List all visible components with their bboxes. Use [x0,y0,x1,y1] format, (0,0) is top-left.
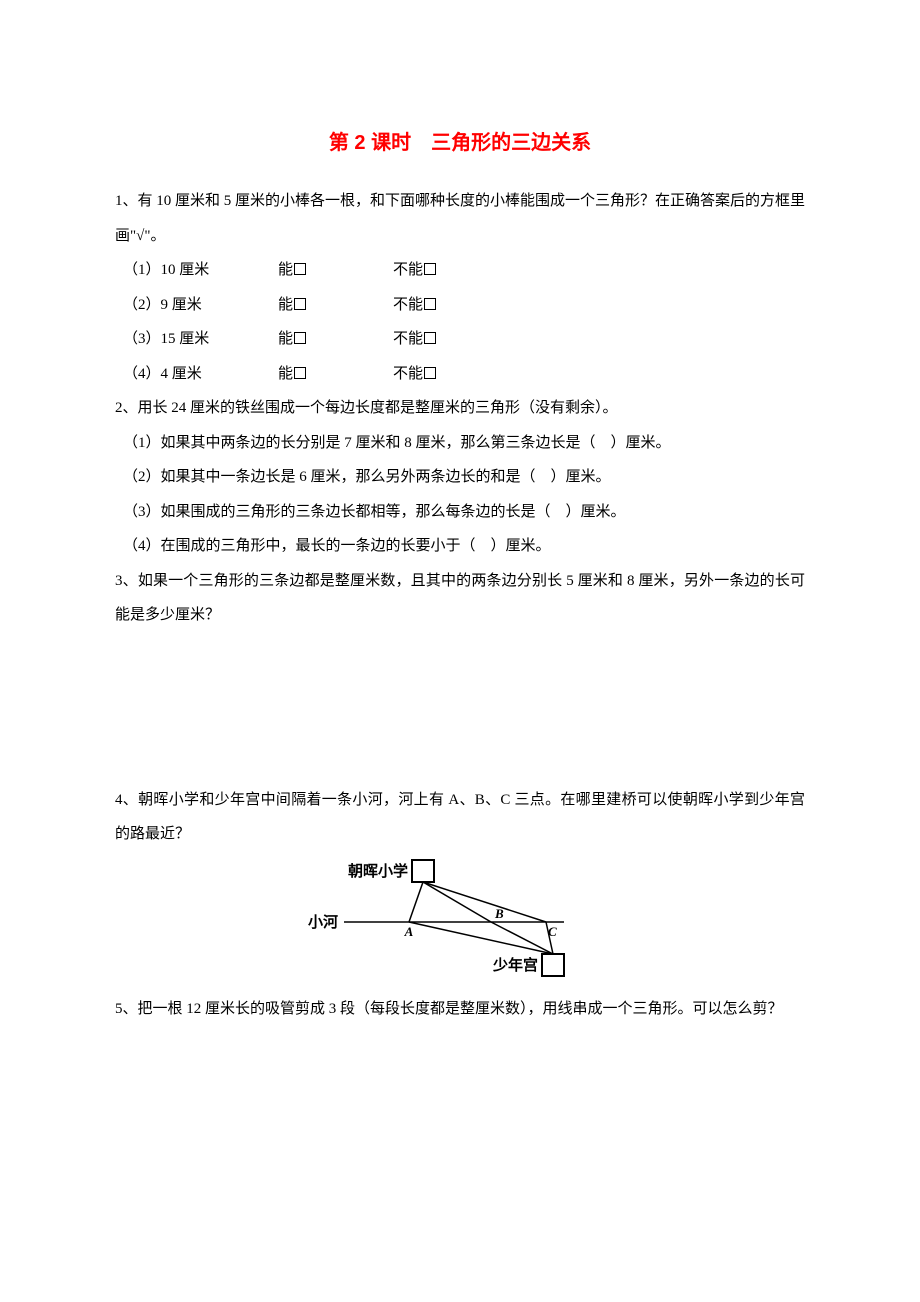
q4-prompt: 4、朝晖小学和少年宫中间隔着一条小河，河上有 A、B、C 三点。在哪里建桥可以使… [115,783,805,852]
q1-no-3: 不能 [393,322,436,357]
q2-sub-4: （4）在围成的三角形中，最长的一条边的长要小于（ ）厘米。 [115,529,805,564]
page-title: 第 2 课时 三角形的三边关系 [115,120,805,166]
q2-sub-2: （2）如果其中一条边长是 6 厘米，那么另外两条边长的和是（ ）厘米。 [115,460,805,495]
checkbox-icon[interactable] [294,367,306,379]
checkbox-icon[interactable] [294,298,306,310]
svg-text:朝晖小学: 朝晖小学 [348,862,408,880]
checkbox-icon[interactable] [424,332,436,344]
q1-no-1: 不能 [393,253,436,288]
q1-row-1: （1）10 厘米 能 不能 [115,253,805,288]
q1-item-1: （1）10 厘米 [123,253,278,288]
q3-prompt: 3、如果一个三角形的三条边都是整厘米数，且其中的两条边分别长 5 厘米和 8 厘… [115,564,805,633]
q1-prompt: 1、有 10 厘米和 5 厘米的小棒各一根，和下面哪种长度的小棒能围成一个三角形… [115,184,805,253]
q1-item-2: （2）9 厘米 [123,288,278,323]
svg-text:少年宫: 少年宫 [492,956,538,974]
q1-yes-3: 能 [278,322,393,357]
checkbox-icon[interactable] [294,332,306,344]
q1-row-2: （2）9 厘米 能 不能 [115,288,805,323]
q4-figure: 朝晖小学少年宫 小河 A B C [115,852,805,992]
q2-prompt: 2、用长 24 厘米的铁丝围成一个每边长度都是整厘米的三角形（没有剩余）。 [115,391,805,426]
q1-item-4: （4）4 厘米 [123,357,278,392]
q1-no-4: 不能 [393,357,436,392]
q1-row-4: （4）4 厘米 能 不能 [115,357,805,392]
q5-prompt: 5、把一根 12 厘米长的吸管剪成 3 段（每段长度都是整厘米数），用线串成一个… [115,992,805,1027]
q2-sub-3: （3）如果围成的三角形的三条边长都相等，那么每条边的长是（ ）厘米。 [115,495,805,530]
q1-row-3: （3）15 厘米 能 不能 [115,322,805,357]
bridge-diagram: 朝晖小学少年宫 小河 A B C [304,858,616,986]
checkbox-icon[interactable] [424,298,436,310]
svg-text:小河: 小河 [308,913,338,931]
q1-yes-4: 能 [278,357,393,392]
q1-no-2: 不能 [393,288,436,323]
checkbox-icon[interactable] [294,263,306,275]
q1-item-3: （3）15 厘米 [123,322,278,357]
q1-yes-1: 能 [278,253,393,288]
svg-text:A: A [404,924,414,939]
svg-text:B: B [494,906,504,921]
q2-sub-1: （1）如果其中两条边的长分别是 7 厘米和 8 厘米，那么第三条边长是（ ）厘米… [115,426,805,461]
svg-text:C: C [548,924,557,939]
checkbox-icon[interactable] [424,367,436,379]
answer-space-q3 [115,633,805,783]
q1-yes-2: 能 [278,288,393,323]
checkbox-icon[interactable] [424,263,436,275]
